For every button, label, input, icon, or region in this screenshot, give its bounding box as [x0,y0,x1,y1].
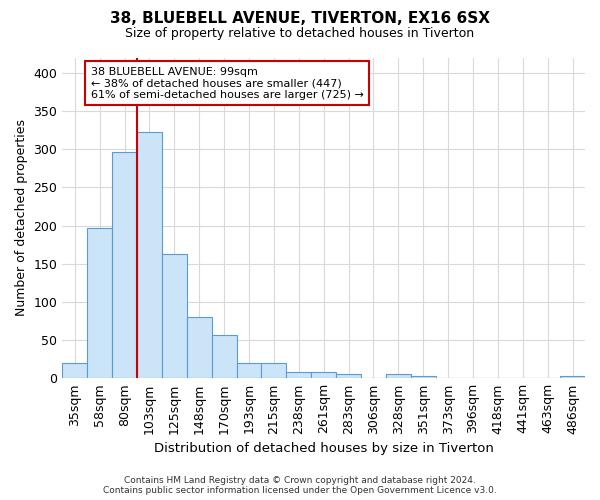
Bar [262,363,286,378]
Text: 38 BLUEBELL AVENUE: 99sqm
← 38% of detached houses are smaller (447)
61% of semi: 38 BLUEBELL AVENUE: 99sqm ← 38% of detac… [91,66,364,100]
Bar [386,374,411,378]
Bar [236,363,262,378]
Bar [137,132,162,378]
Bar [162,254,187,378]
Bar [112,152,137,378]
Bar [411,376,436,378]
Text: Contains HM Land Registry data © Crown copyright and database right 2024.
Contai: Contains HM Land Registry data © Crown c… [103,476,497,495]
Bar [62,363,87,378]
Text: 38, BLUEBELL AVENUE, TIVERTON, EX16 6SX: 38, BLUEBELL AVENUE, TIVERTON, EX16 6SX [110,11,490,26]
Bar [87,228,112,378]
Bar [286,372,311,378]
Bar [336,374,361,378]
Y-axis label: Number of detached properties: Number of detached properties [15,120,28,316]
X-axis label: Distribution of detached houses by size in Tiverton: Distribution of detached houses by size … [154,442,494,455]
Bar [212,335,236,378]
Text: Size of property relative to detached houses in Tiverton: Size of property relative to detached ho… [125,28,475,40]
Bar [187,317,212,378]
Bar [560,376,585,378]
Bar [311,372,336,378]
